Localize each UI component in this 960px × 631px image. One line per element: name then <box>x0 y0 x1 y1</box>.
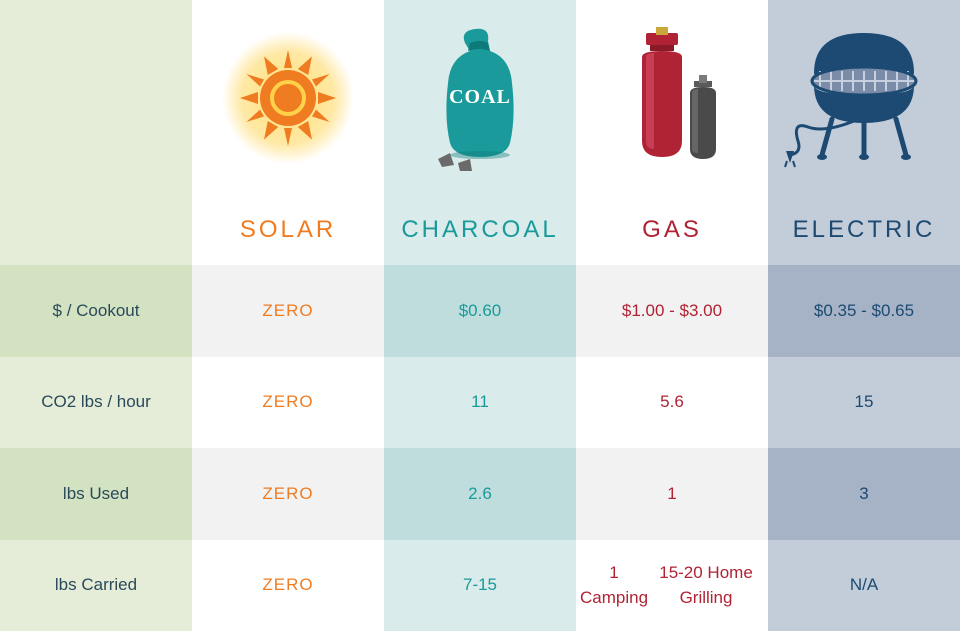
cell-cost-solar: ZERO <box>192 265 384 357</box>
header-electric: ELECTRIC <box>768 195 960 265</box>
header-gas: GAS <box>576 195 768 265</box>
header-blank <box>0 195 192 265</box>
cell-used-gas: 1 <box>576 448 768 540</box>
cell-co2-solar: ZERO <box>192 357 384 449</box>
cell-carried-charcoal: 7-15 <box>384 540 576 631</box>
cell-used-electric: 3 <box>768 448 960 540</box>
cell-used-solar: ZERO <box>192 448 384 540</box>
row-label-used: lbs Used <box>0 448 192 540</box>
cell-co2-electric: 15 <box>768 357 960 449</box>
header-solar: SOLAR <box>192 195 384 265</box>
icon-electric <box>768 0 960 195</box>
electric-grill-icon <box>784 23 944 173</box>
cell-co2-gas: 5.6 <box>576 357 768 449</box>
row-label-cost: $ / Cookout <box>0 265 192 357</box>
icon-solar <box>192 0 384 195</box>
corner-blank <box>0 0 192 195</box>
cell-carried-gas: 1 Camping15-20 Home Grilling <box>576 540 768 631</box>
row-label-co2: CO2 lbs / hour <box>0 357 192 449</box>
gas-tank-icon <box>602 23 742 173</box>
icon-charcoal: COAL <box>384 0 576 195</box>
comparison-table: COAL <box>0 0 960 631</box>
cell-cost-gas: $1.00 - $3.00 <box>576 265 768 357</box>
cell-carried-solar: ZERO <box>192 540 384 631</box>
cell-cost-electric: $0.35 - $0.65 <box>768 265 960 357</box>
cell-co2-charcoal: 11 <box>384 357 576 449</box>
coal-bag-icon: COAL <box>410 23 550 173</box>
cell-cost-charcoal: $0.60 <box>384 265 576 357</box>
icon-gas <box>576 0 768 195</box>
cell-used-charcoal: 2.6 <box>384 448 576 540</box>
svg-text:COAL: COAL <box>449 86 511 108</box>
header-charcoal: CHARCOAL <box>384 195 576 265</box>
cell-carried-electric: N/A <box>768 540 960 631</box>
row-label-carried: lbs Carried <box>0 540 192 631</box>
sun-icon <box>218 28 358 168</box>
